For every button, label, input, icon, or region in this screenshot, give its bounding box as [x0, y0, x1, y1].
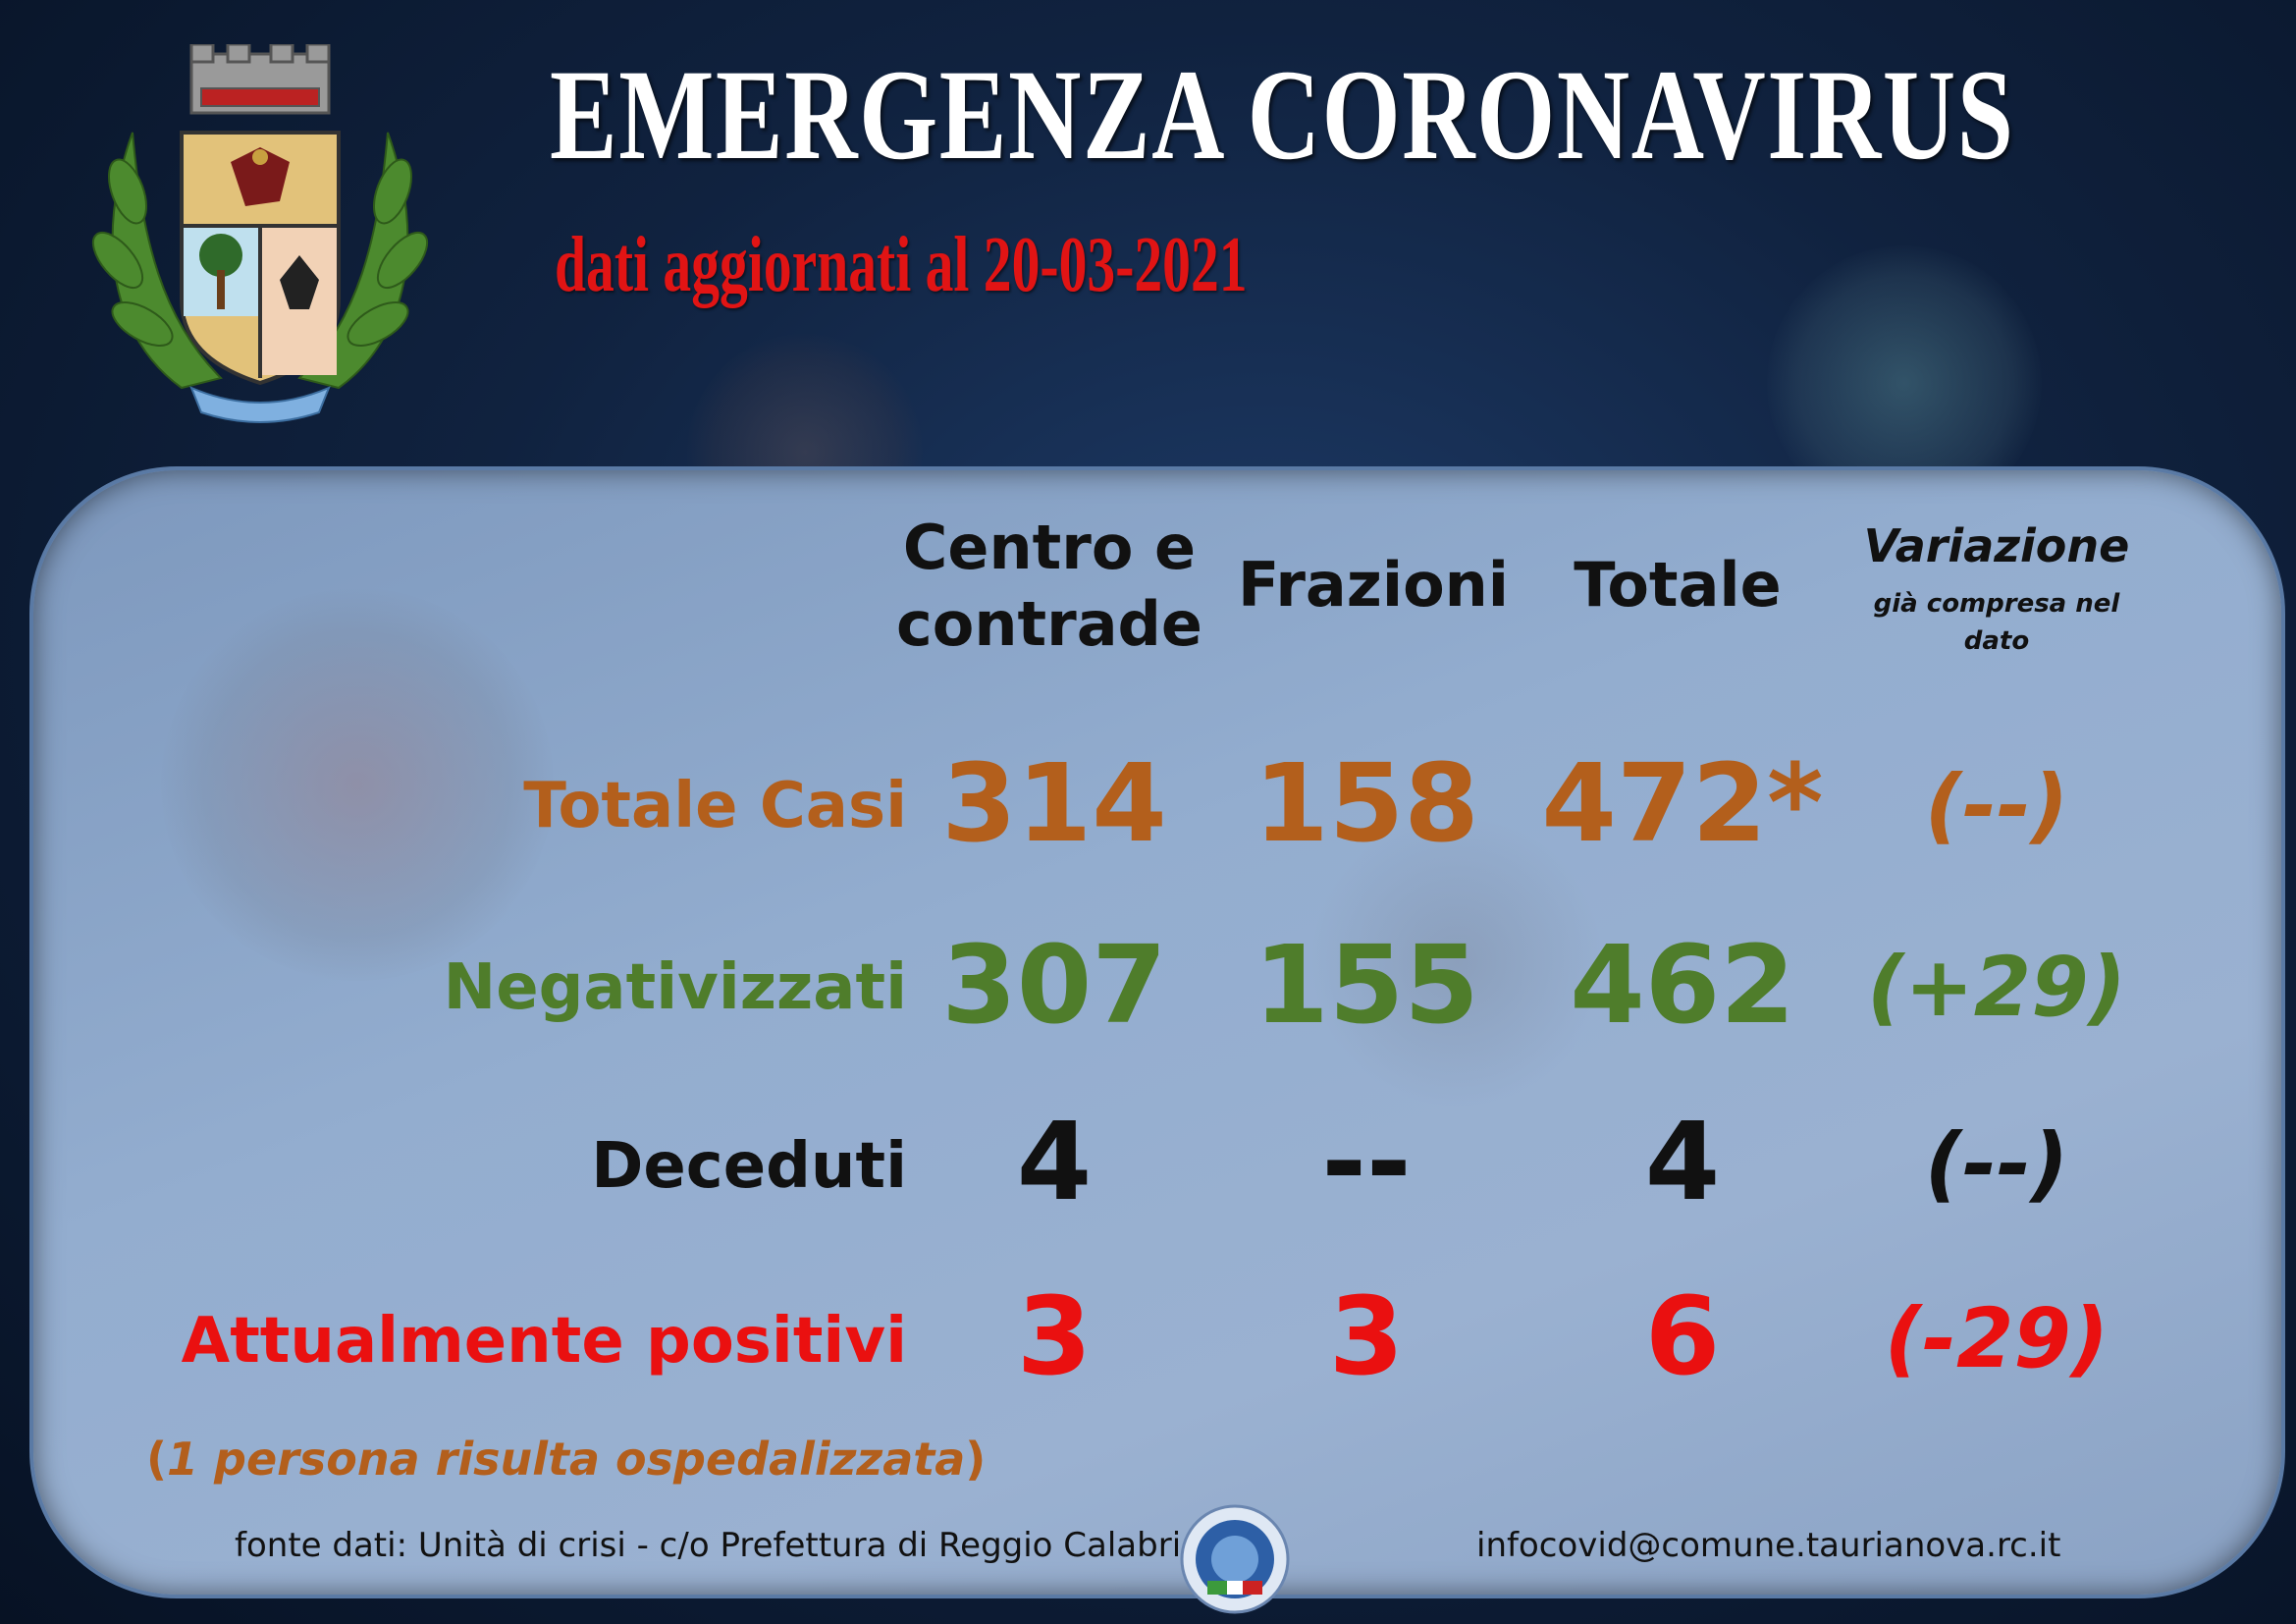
value-totale-casi-centro: 314	[941, 740, 1167, 866]
row-label-deceduti: Deceduti	[591, 1130, 907, 1203]
note-close-paren: )	[965, 1433, 987, 1486]
value-deceduti-totale: 4	[1644, 1099, 1721, 1224]
hospitalized-note: (1 persona risulta ospedalizzata)	[146, 1433, 986, 1486]
value-positivi-frazioni: 3	[1328, 1273, 1405, 1399]
coat-of-arms-icon	[91, 44, 429, 423]
variazione-note-line2: dato	[1963, 625, 2030, 656]
value-totale-casi-frazioni: 158	[1254, 740, 1479, 866]
value-negativizzati-variazione: (+29)	[1866, 939, 2127, 1035]
value-negativizzati-centro: 307	[941, 922, 1167, 1048]
value-positivi-variazione: (-29)	[1884, 1290, 2109, 1386]
note-open-paren: (	[146, 1433, 168, 1486]
row-label-attualmente-positivi: Attualmente positivi	[181, 1305, 907, 1378]
col-header-centro-line2: contrade	[896, 587, 1202, 660]
row-label-negativizzati: Negativizzati	[443, 951, 907, 1024]
col-header-totale: Totale	[1574, 549, 1782, 621]
data-panel: Centro e contrade Frazioni Totale Variaz…	[29, 466, 2285, 1598]
row-label-totale-casi: Totale Casi	[523, 770, 907, 842]
page-title: EMERGENZA CORONAVIRUS	[550, 42, 2015, 187]
value-deceduti-centro: 4	[1016, 1099, 1093, 1224]
col-header-centro: Centro e contrade	[873, 510, 1226, 662]
col-header-centro-line1: Centro e	[902, 512, 1197, 583]
value-positivi-totale: 6	[1644, 1273, 1721, 1399]
update-date: dati aggiornati al 20-03-2021	[555, 222, 1248, 308]
contact-email[interactable]: infocovid@comune.taurianova.rc.it	[1476, 1526, 2061, 1565]
variazione-note-line1: già compresa nel	[1873, 589, 2120, 619]
value-negativizzati-frazioni: 155	[1254, 922, 1479, 1048]
value-positivi-centro: 3	[1016, 1273, 1093, 1399]
prefecture-seal-icon	[1180, 1504, 1290, 1614]
value-deceduti-variazione: (--)	[1924, 1115, 2069, 1212]
value-totale-casi-totale: 472*	[1541, 740, 1824, 866]
col-header-frazioni: Frazioni	[1237, 549, 1510, 621]
source-text: fonte dati: Unità di crisi - c/o Prefett…	[235, 1526, 1201, 1565]
col-header-variazione-note: già compresa nel dato	[1849, 586, 2144, 660]
virus-decoration	[161, 588, 554, 981]
note-text: 1 persona risulta ospedalizzata	[167, 1433, 966, 1486]
col-header-variazione: Variazione	[1863, 519, 2130, 572]
value-negativizzati-totale: 462	[1570, 922, 1795, 1048]
value-deceduti-frazioni: --	[1321, 1099, 1412, 1224]
value-totale-casi-variazione: (--)	[1924, 757, 2069, 853]
virus-decoration	[1309, 814, 1604, 1109]
